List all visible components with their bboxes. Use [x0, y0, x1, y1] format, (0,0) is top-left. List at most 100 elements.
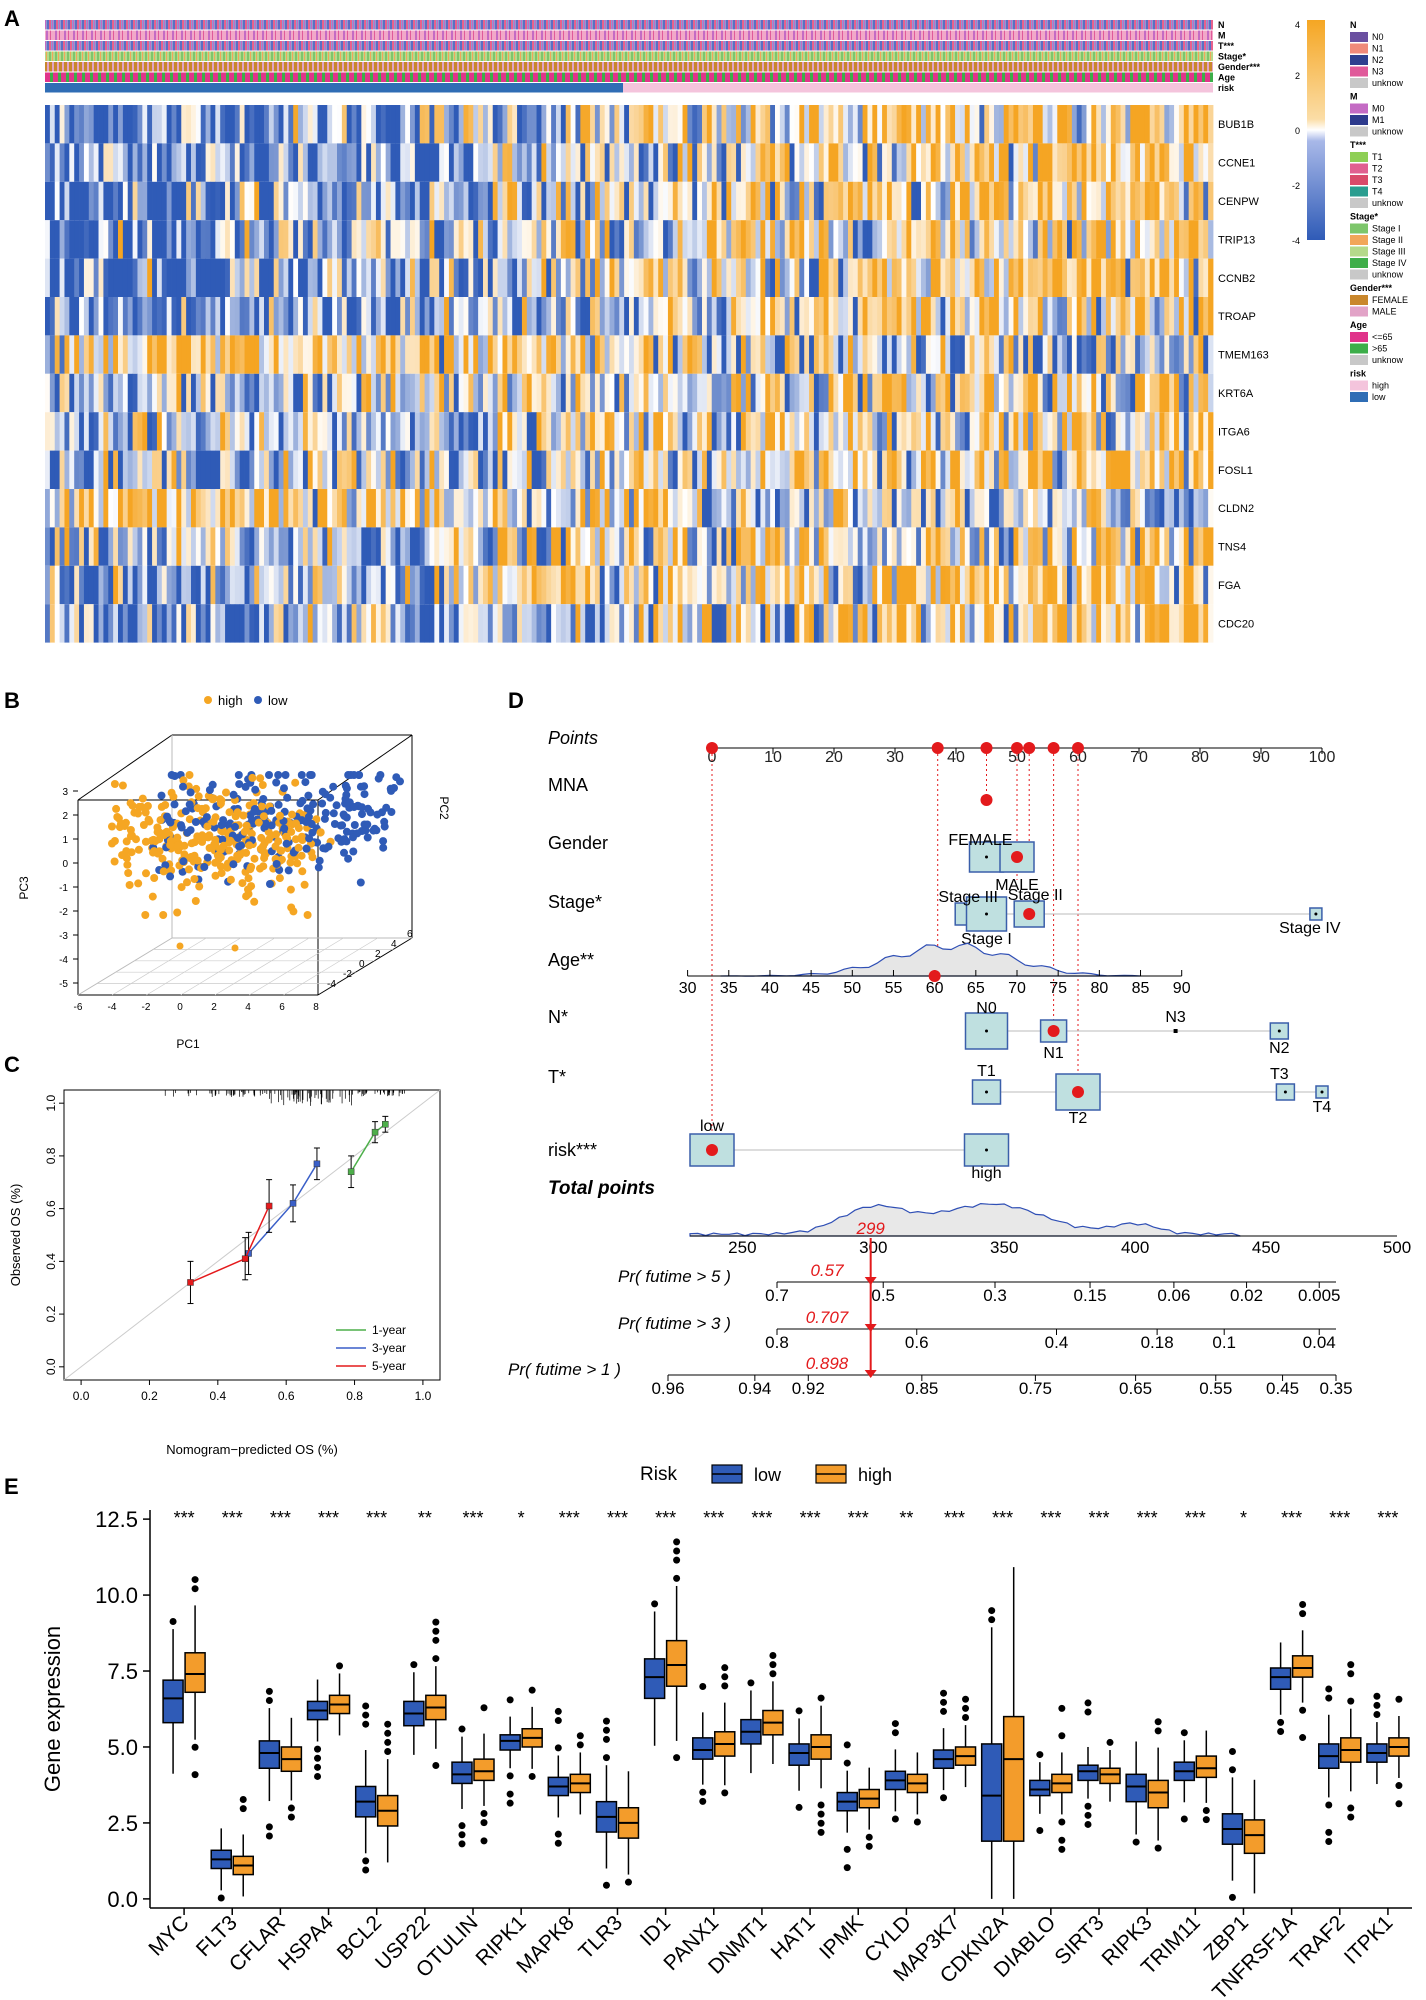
heatmap-cell [711, 181, 717, 221]
heatmap-cell [955, 604, 961, 643]
heatmap-cell [989, 565, 995, 605]
point-high [154, 827, 163, 836]
box-low [980, 1743, 1003, 1842]
heatmap-cell [74, 412, 80, 451]
heatmap-cell [1096, 527, 1102, 566]
heatmap-cell [1105, 297, 1112, 336]
annotation-tracks [45, 20, 1213, 93]
heatmap-cell [1130, 527, 1136, 566]
heatmap-cell [731, 143, 737, 182]
heatmap-cell [604, 527, 610, 566]
heatmap-cell [828, 527, 834, 566]
heatmap-cell [1091, 527, 1097, 566]
heatmap-cell [463, 527, 469, 566]
y-tick-label: 2.5 [107, 1811, 138, 1836]
heatmap-cell [400, 220, 406, 259]
heatmap-cell [1096, 565, 1102, 605]
heatmap-cell [1018, 258, 1024, 297]
outlier-low [1084, 1708, 1092, 1716]
heatmap-cell [1062, 489, 1068, 528]
heatmap-cell [838, 220, 844, 259]
heatmap-cell [215, 604, 221, 643]
heatmap-cell [361, 258, 367, 297]
heatmap-cell [244, 565, 250, 605]
heatmap-cell [322, 604, 328, 643]
heatmap-cell [1154, 489, 1160, 528]
heatmap-cell [332, 105, 338, 144]
heatmap-cell [682, 335, 688, 374]
age-tick-label: 50 [843, 980, 861, 997]
heatmap-cell [580, 527, 586, 566]
point-high [141, 808, 150, 817]
heatmap-cell [560, 565, 567, 605]
heatmap-cell [989, 181, 995, 221]
outlier-low [602, 1754, 610, 1762]
heatmap-cell [249, 220, 255, 259]
heatmap-cell [638, 105, 644, 144]
heatmap-cell [935, 220, 941, 259]
outlier-high [480, 1819, 488, 1827]
heatmap-cell [410, 181, 416, 221]
heatmap-cell [551, 604, 557, 643]
point-high [277, 855, 286, 864]
points-marker [980, 742, 993, 754]
heatmap-cell [220, 220, 226, 259]
box-low [258, 1740, 281, 1769]
heatmap-cell [317, 258, 323, 297]
heatmap-cell [1013, 297, 1019, 336]
heatmap-cell [916, 489, 922, 528]
heatmap-cell [1081, 527, 1087, 566]
heatmap-cell [599, 373, 606, 413]
y-tick-label: 1 [62, 835, 68, 846]
heatmap-cell [210, 565, 216, 605]
heatmap-cell [629, 373, 635, 413]
heatmap-cell [225, 258, 231, 297]
heatmap-cell [293, 220, 299, 259]
heatmap-cell [643, 297, 649, 336]
heatmap-cell [1101, 335, 1107, 374]
heatmap-cell [1208, 220, 1214, 259]
heatmap-cell [599, 527, 606, 566]
heatmap-cell [565, 258, 571, 297]
heatmap-cell [736, 220, 742, 259]
heatmap-cell [896, 489, 902, 528]
heatmap-cell [979, 143, 985, 182]
heatmap-cell [249, 181, 255, 221]
heatmap-cell [132, 143, 138, 182]
point-high [185, 815, 194, 824]
heatmap-cell [264, 181, 270, 221]
heatmap-cell [278, 143, 284, 182]
points-marker [931, 742, 944, 754]
heatmap-cell [434, 258, 440, 297]
gene-label: KRT6A [1218, 388, 1254, 400]
heatmap-cell [346, 297, 352, 336]
heatmap-cell [1091, 220, 1097, 259]
heatmap-cell [487, 335, 494, 374]
heatmap-cell [346, 604, 352, 643]
y-tick-label: -2 [59, 907, 68, 918]
pr3-tick-label: 0.6 [905, 1333, 929, 1352]
heatmap-cell [594, 143, 601, 182]
heatmap-cell [395, 604, 401, 643]
heatmap-cell [45, 604, 51, 643]
heatmap-cell [448, 258, 455, 297]
heatmap-cell [463, 335, 469, 374]
heatmap-cell [667, 143, 674, 182]
heatmap-cell [677, 604, 683, 643]
heatmap-cell [663, 565, 669, 605]
heatmap-cell [599, 412, 606, 451]
heatmap-cell [833, 565, 839, 605]
heatmap-cell [1144, 604, 1151, 643]
heatmap-cell [54, 373, 60, 413]
heatmap-cell [1135, 373, 1141, 413]
heatmap-cell [1008, 565, 1014, 605]
heatmap-cell [1042, 220, 1048, 259]
heatmap-cell [1081, 373, 1087, 413]
heatmap-cell [935, 105, 941, 144]
point-high [288, 810, 296, 819]
y-tick-label: -1 [59, 883, 68, 894]
heatmap-cell [1067, 373, 1073, 413]
heatmap-cell [1071, 412, 1078, 451]
heatmap-cell [118, 258, 124, 297]
heatmap-cell [629, 143, 635, 182]
